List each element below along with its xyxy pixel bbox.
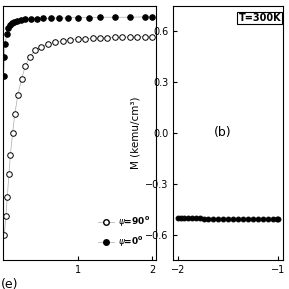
- Text: (e): (e): [1, 278, 19, 289]
- Y-axis label: M (kemu/cm³): M (kemu/cm³): [131, 97, 141, 169]
- Legend: $\psi$=90$^{\mathbf{0}}$, $\psi$=0$^{\mathbf{0}}$: $\psi$=90$^{\mathbf{0}}$, $\psi$=0$^{\ma…: [96, 213, 151, 251]
- Text: (b): (b): [214, 127, 231, 139]
- Text: T=300K: T=300K: [238, 13, 281, 23]
